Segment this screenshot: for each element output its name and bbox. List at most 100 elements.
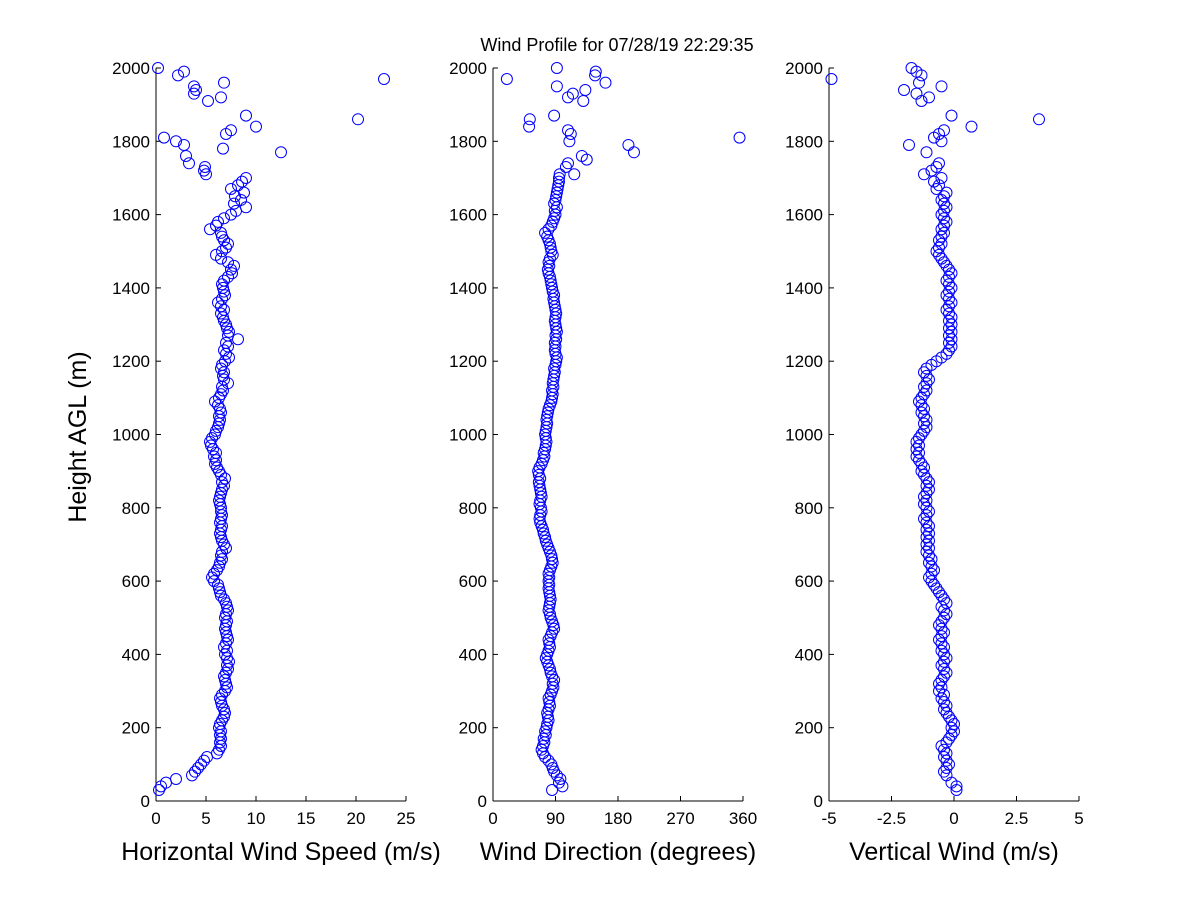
panel-wind-direction: 0 200 400 600 800 1000 1200 1400 1600 1800 2000 0 90… xyxy=(449,59,757,866)
data-point xyxy=(935,193,948,206)
x-tick-label: 180 xyxy=(604,809,632,828)
data-point xyxy=(920,369,933,382)
data-point xyxy=(920,494,933,507)
data-point xyxy=(928,564,940,577)
y-tick-label: 1600 xyxy=(449,206,487,225)
data-point xyxy=(925,553,938,566)
data-point xyxy=(218,344,230,357)
data-point xyxy=(918,168,930,181)
data-point xyxy=(580,153,593,166)
figure-title: Wind Profile for 07/28/19 22:29:35 xyxy=(480,35,753,55)
data-point xyxy=(913,446,925,459)
data-point xyxy=(920,516,933,529)
data-point xyxy=(938,219,950,232)
data-point xyxy=(213,721,225,734)
data-point xyxy=(218,274,230,287)
data-point xyxy=(925,575,938,588)
data-point xyxy=(920,501,933,514)
data-point xyxy=(933,241,945,254)
data-point xyxy=(214,516,226,529)
data-point xyxy=(204,223,216,236)
data-point xyxy=(733,131,746,144)
y-tick-label: 1200 xyxy=(449,352,487,371)
data-point xyxy=(935,674,948,687)
data-point xyxy=(920,384,933,397)
data-point xyxy=(180,149,192,162)
data-point xyxy=(935,637,948,650)
data-point xyxy=(240,171,252,184)
data-point xyxy=(920,509,933,522)
data-point xyxy=(918,380,930,393)
data-point xyxy=(940,289,953,302)
data-point xyxy=(568,168,581,181)
data-point xyxy=(935,135,948,148)
data-point xyxy=(940,707,953,720)
data-point xyxy=(352,113,364,126)
data-point xyxy=(938,611,950,624)
x-tick-label: 0 xyxy=(488,809,497,828)
data-point xyxy=(938,204,950,217)
y-tick-label: 1400 xyxy=(785,279,823,298)
data-point xyxy=(214,527,226,540)
data-point xyxy=(943,732,955,745)
y-tick-label: 200 xyxy=(122,719,150,738)
data-point xyxy=(945,340,958,353)
x-tick-label: 0 xyxy=(151,809,160,828)
data-point xyxy=(935,208,948,221)
data-point xyxy=(933,685,945,698)
data-point xyxy=(935,622,948,635)
data-point xyxy=(541,406,554,419)
data-point xyxy=(206,432,218,445)
data-point xyxy=(915,406,928,419)
data-point xyxy=(238,186,250,199)
data-point xyxy=(940,699,953,712)
data-point xyxy=(523,113,536,126)
x-axis-label: Horizontal Wind Speed (m/s) xyxy=(121,838,441,866)
data-point xyxy=(213,582,225,595)
data-point xyxy=(199,160,211,173)
data-point xyxy=(213,560,225,573)
data-point xyxy=(236,175,248,188)
data-point xyxy=(935,681,948,694)
y-tick-label: 2000 xyxy=(112,59,150,78)
data-point xyxy=(548,622,561,635)
data-point xyxy=(938,604,950,617)
data-point xyxy=(918,468,930,481)
data-point xyxy=(930,245,943,258)
data-point xyxy=(218,76,230,89)
data-point xyxy=(933,157,945,170)
data-point xyxy=(198,754,210,767)
data-point xyxy=(222,270,234,283)
data-point xyxy=(938,663,950,676)
data-point xyxy=(918,366,930,379)
data-point xyxy=(216,380,228,393)
data-point xyxy=(556,780,569,793)
data-point xyxy=(943,278,955,291)
data-point xyxy=(552,175,565,188)
x-tick-label: 5 xyxy=(201,809,210,828)
data-point xyxy=(221,600,233,613)
y-tick-label: 600 xyxy=(459,572,487,591)
data-point xyxy=(943,292,955,305)
data-point xyxy=(541,410,554,423)
data-point xyxy=(218,285,230,298)
y-tick-label: 600 xyxy=(795,572,823,591)
data-point xyxy=(915,428,928,441)
data-point xyxy=(923,549,935,562)
data-point xyxy=(943,336,955,349)
data-point xyxy=(918,410,930,423)
data-point xyxy=(544,241,557,254)
data-point xyxy=(935,692,948,705)
y-tick-label: 1800 xyxy=(112,132,150,151)
data-point xyxy=(940,259,953,272)
x-tick-label: 0 xyxy=(949,809,958,828)
data-point xyxy=(545,245,558,258)
data-point xyxy=(218,314,230,327)
data-point xyxy=(938,703,950,716)
data-point xyxy=(910,443,923,456)
data-point xyxy=(554,773,567,786)
data-point xyxy=(938,765,950,778)
data-point xyxy=(1033,113,1045,126)
data-point xyxy=(215,406,227,419)
data-point xyxy=(940,769,953,782)
